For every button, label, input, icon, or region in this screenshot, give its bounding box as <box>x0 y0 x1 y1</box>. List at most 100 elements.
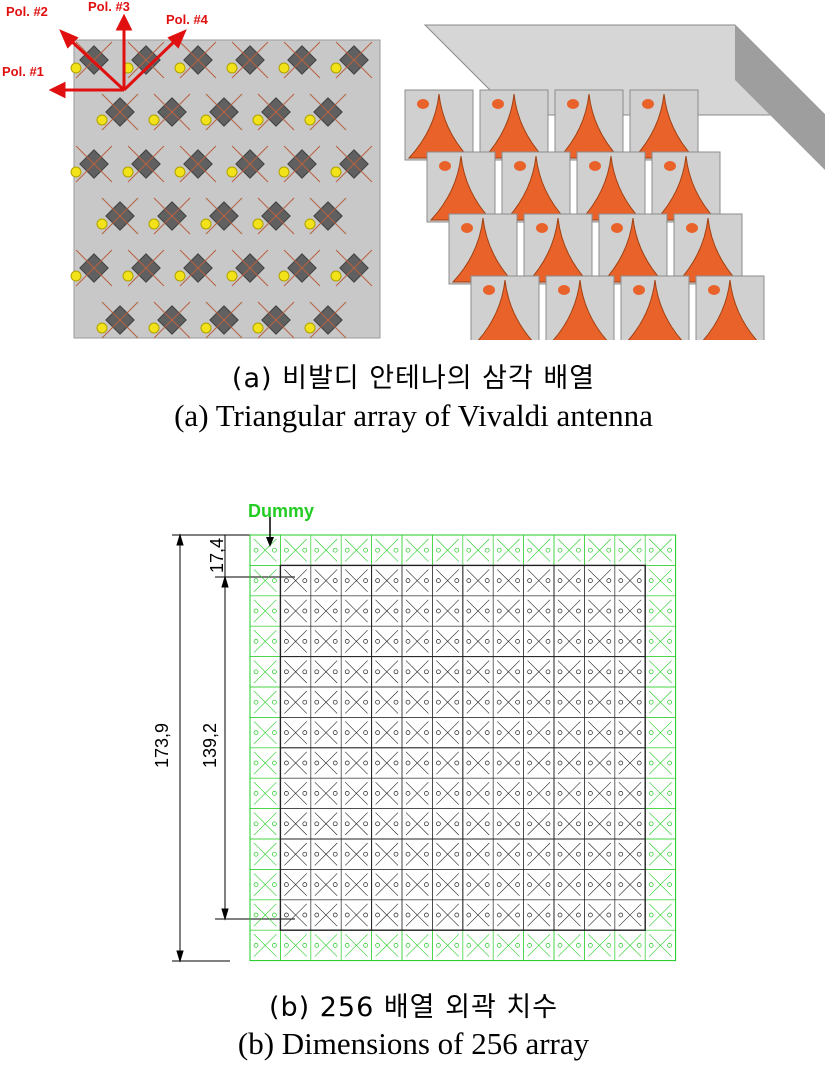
active-cell <box>371 565 403 597</box>
active-cell <box>462 869 494 901</box>
top-view-element <box>226 249 269 287</box>
dummy-cell <box>462 929 494 961</box>
active-cell <box>401 656 433 688</box>
active-cell <box>584 717 616 749</box>
active-cell <box>401 869 433 901</box>
active-cell <box>280 808 312 840</box>
dimension-lines <box>172 533 295 963</box>
dummy-cell <box>310 929 342 961</box>
dummy-cell <box>310 534 342 566</box>
top-view-element <box>70 145 113 183</box>
vivaldi-element <box>404 89 474 161</box>
dummy-cell <box>371 929 403 961</box>
active-cell <box>584 656 616 688</box>
dummy-cell <box>644 595 676 627</box>
top-view-element <box>148 197 191 235</box>
active-cell <box>553 808 585 840</box>
active-cell <box>280 717 312 749</box>
active-cell <box>371 656 403 688</box>
vivaldi-element <box>501 151 571 223</box>
active-cell <box>280 899 312 931</box>
vivaldi-element <box>695 275 765 347</box>
caption-a-korean: (a) 비발디 안테나의 삼각 배열 <box>231 363 596 394</box>
dummy-cell <box>249 565 281 597</box>
top-view-element <box>226 145 269 183</box>
active-cell <box>614 686 646 718</box>
active-cell <box>280 686 312 718</box>
array-grid-svg <box>172 517 677 963</box>
active-cell <box>371 777 403 809</box>
active-cell <box>462 777 494 809</box>
active-cell <box>310 777 342 809</box>
dummy-cell <box>249 717 281 749</box>
active-cell <box>401 777 433 809</box>
isometric-svg <box>404 24 827 347</box>
active-cell <box>462 625 494 657</box>
active-cell <box>553 717 585 749</box>
inner-dimension-label: 139,2 <box>200 722 221 769</box>
active-cell <box>371 717 403 749</box>
top-view-element <box>96 301 139 339</box>
active-cell <box>432 899 464 931</box>
active-cell <box>371 838 403 870</box>
active-cell <box>553 625 585 657</box>
grid-cells <box>249 534 677 962</box>
dummy-arrowhead <box>266 537 274 547</box>
dummy-cell <box>492 929 524 961</box>
dummy-cell <box>614 929 646 961</box>
top-view-element <box>304 197 347 235</box>
pol4-label: Pol. #4 <box>166 12 208 27</box>
active-cell <box>584 565 616 597</box>
active-cell <box>310 838 342 870</box>
active-cell <box>523 747 555 779</box>
active-cell <box>523 625 555 657</box>
active-cell <box>310 899 342 931</box>
dummy-cell <box>644 534 676 566</box>
active-cell <box>280 838 312 870</box>
active-cell <box>340 838 372 870</box>
active-cell <box>280 777 312 809</box>
top-view-element <box>226 41 269 79</box>
active-cell <box>492 838 524 870</box>
top-view-element <box>122 145 165 183</box>
vivaldi-element <box>554 89 624 161</box>
pol3-label: Pol. #3 <box>88 0 130 14</box>
top-view-element <box>200 301 243 339</box>
active-cell <box>432 869 464 901</box>
active-cell <box>340 899 372 931</box>
top-view-element <box>174 41 217 79</box>
active-cell <box>462 899 494 931</box>
active-cell <box>432 808 464 840</box>
active-cell <box>492 595 524 627</box>
active-cell <box>492 656 524 688</box>
active-cell <box>584 869 616 901</box>
dummy-cell <box>644 808 676 840</box>
dummy-cell <box>644 929 676 961</box>
active-cell <box>523 595 555 627</box>
active-cell <box>523 777 555 809</box>
active-cell <box>553 747 585 779</box>
dummy-cell <box>432 534 464 566</box>
top-view-element <box>278 41 321 79</box>
active-cell <box>492 747 524 779</box>
active-cell <box>492 565 524 597</box>
dummy-cell <box>249 777 281 809</box>
active-cell <box>492 899 524 931</box>
dummy-cell <box>644 656 676 688</box>
dummy-cell <box>401 534 433 566</box>
vivaldi-element <box>479 89 549 161</box>
active-cell <box>492 777 524 809</box>
active-cell <box>432 777 464 809</box>
active-cell <box>280 747 312 779</box>
active-cell <box>401 717 433 749</box>
active-cell <box>462 717 494 749</box>
dummy-cell <box>432 929 464 961</box>
active-cell <box>432 838 464 870</box>
ground-plate-side <box>735 25 825 170</box>
active-cell <box>523 686 555 718</box>
active-cell <box>432 717 464 749</box>
active-cell <box>280 869 312 901</box>
vivaldi-element <box>629 89 699 161</box>
active-cell <box>553 656 585 688</box>
active-cell <box>614 747 646 779</box>
